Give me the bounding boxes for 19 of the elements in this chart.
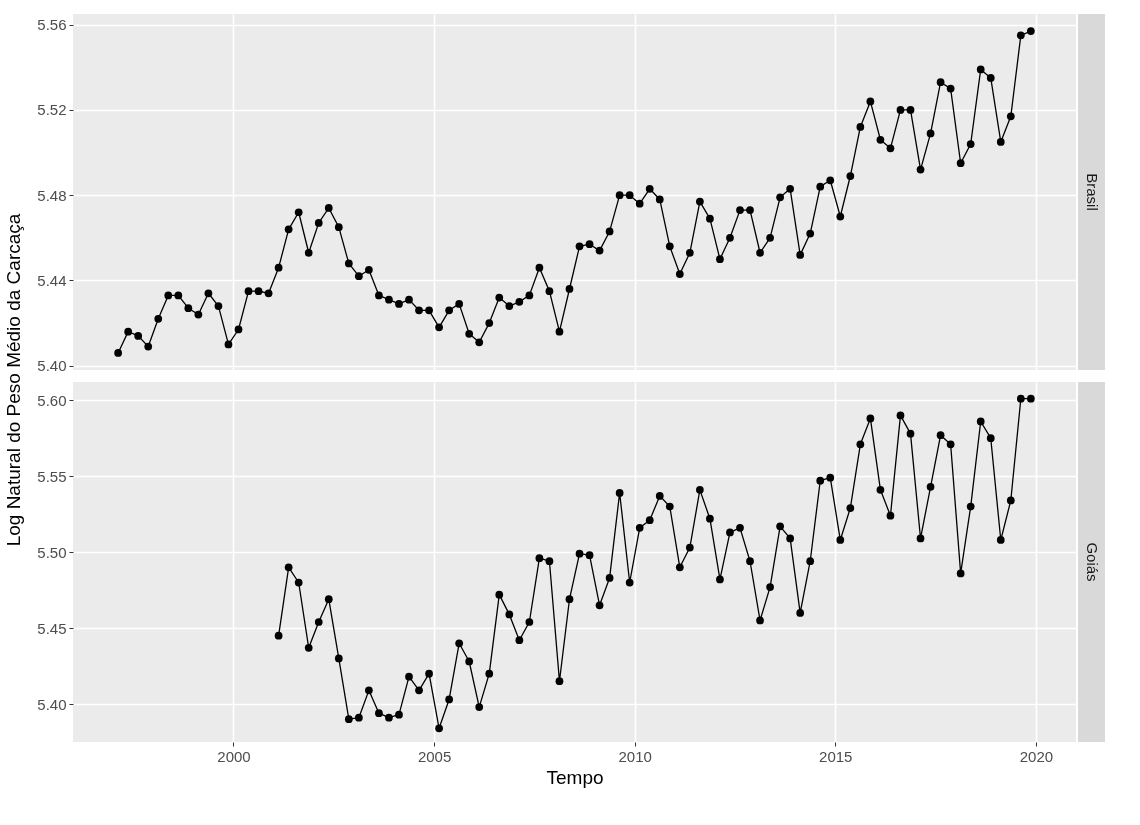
text: Brasil: [1083, 173, 1101, 211]
y-tick-label: 5.45: [37, 619, 67, 637]
x-tick-label: 2015: [819, 747, 853, 765]
y-tick-label: 5.40: [37, 695, 67, 713]
y-tick-label: 5.56: [37, 16, 67, 34]
x-tick-label: 2010: [618, 747, 652, 765]
y-tick-label: 5.44: [37, 271, 67, 289]
x-tick-label: 2005: [417, 747, 452, 765]
x-axis-title: Tempo: [546, 766, 604, 788]
x-tick-label: 2020: [1019, 747, 1054, 765]
text: Goiás: [1083, 542, 1101, 582]
y-tick-label: 5.55: [37, 467, 67, 485]
y-tick-label: 5.40: [37, 357, 67, 375]
y-tick-label: 5.50: [37, 543, 67, 561]
x-tick-label: 2000: [217, 747, 251, 765]
y-tick-label: 5.60: [37, 391, 67, 409]
y-tick-label: 5.48: [37, 186, 67, 204]
y-tick-label: 5.52: [37, 101, 67, 119]
y-axis-title: Log Natural do Peso Médio da Carcaça: [3, 213, 25, 547]
